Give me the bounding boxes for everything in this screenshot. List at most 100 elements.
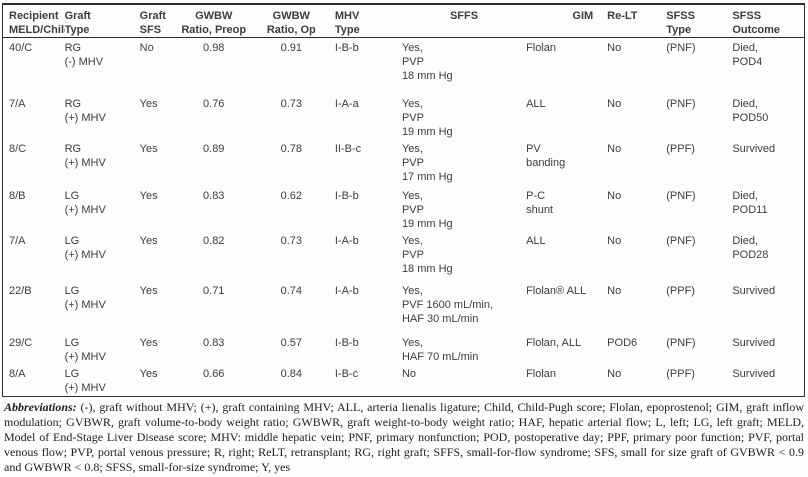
footnote-abbreviations-label: Abbreviations: (4, 400, 77, 414)
table-footnote: Abbreviations: (-), graft without MHV; (… (4, 400, 804, 475)
table-cell: (PPF) (666, 284, 695, 297)
table-cell: II-B-c (334, 142, 362, 155)
header-cell-1: Graft Type (64, 4, 140, 38)
table-cell: (PNF) (666, 189, 696, 202)
footnote-text: (-), graft without MHV; (+), graft conta… (4, 400, 804, 474)
table-row: 8/C RG (+) MHV Yes 0.89 0.78 II-B-c Yes, PVP 1… (3, 139, 805, 186)
table-row: 8/A LG (+) MHV Yes 0.66 0.84 I-B-c No Flolan No (… (3, 364, 805, 397)
table-cell: (PPF) (666, 142, 695, 155)
table-cell: Yes, PVP 17 mm Hg (401, 142, 453, 183)
table-cell: 0.62 (280, 189, 303, 202)
table-row: 40/C RG (-) MHV No 0.98 0.91 I-B-b Yes, PVP 18… (3, 38, 805, 94)
table-cell: Died, POD11 (732, 189, 768, 216)
table-row: 7/A LG (+) MHV Yes 0.82 0.73 I-A-b Yes, PVP 18… (3, 231, 805, 281)
table-cell: Survived (732, 142, 776, 155)
table-cell: I-B-b (334, 336, 359, 349)
table-cell: Yes (139, 284, 158, 297)
table-cell: 22/B (9, 284, 32, 297)
table-cell: (PPF) (666, 367, 695, 380)
table-cell: 0.73 (280, 234, 303, 247)
table-cell: No (139, 42, 154, 54)
header-cell-7: GIM (526, 4, 608, 38)
table-cell: 8/B (9, 189, 26, 202)
table-cell: 0.89 (203, 142, 225, 155)
table-cell: I-B-b (334, 189, 359, 202)
table-cell: LG (+) MHV (64, 336, 106, 363)
table-cell: Survived (732, 367, 776, 380)
header-cell-8: Re-LT (607, 4, 667, 38)
table-cell: Died, POD28 (732, 234, 769, 261)
table-cell: (PNF) (666, 97, 696, 110)
table-cell: I-B-b (334, 42, 359, 54)
table-cell: LG (+) MHV (64, 189, 106, 216)
table-cell: 0.73 (280, 97, 303, 110)
table-cell: (PNF) (666, 234, 696, 247)
table-cell: Yes (139, 367, 158, 380)
table-cell: 0.78 (280, 142, 303, 155)
table-cell: Yes, PVP 18 mm Hg (401, 42, 453, 82)
table-cell: (PNF) (666, 42, 696, 54)
table-cell: Yes (139, 97, 158, 110)
table-cell: 0.71 (203, 284, 225, 297)
table-cell: POD6 (607, 336, 638, 349)
table-row: 8/B LG (+) MHV Yes 0.83 0.62 I-B-b Yes, PVP 19… (3, 186, 805, 231)
table-cell: RG (-) MHV (64, 42, 104, 68)
table-cell: 29/C (9, 336, 33, 349)
table-cell: Flolan (526, 367, 557, 380)
header-cell-4: GWBW Ratio, Op (247, 4, 335, 38)
header-cell-5: MHV Type (334, 4, 402, 38)
table-cell: Flolan (526, 42, 557, 54)
header-cell-6: SFFS (401, 4, 527, 38)
table-cell: Yes (139, 142, 158, 155)
table-cell: I-B-c (334, 367, 359, 380)
table-cell: Yes (139, 189, 158, 202)
table-cell: PV banding (526, 142, 566, 169)
table-row: 7/A RG (+) MHV Yes 0.76 0.73 I-A-a Yes, PVP 19… (3, 94, 805, 139)
table-cell: No (607, 189, 622, 202)
table-cell: Flolan® ALL (526, 284, 587, 297)
table-cell: No (607, 42, 622, 54)
table-cell: 0.91 (280, 42, 303, 54)
table-cell: I-A-b (334, 284, 359, 297)
table-cell: LG (+) MHV (64, 284, 106, 311)
table-cell: P-C shunt (526, 189, 553, 216)
header-cell-0: Recipient MELD/Child (2, 4, 65, 38)
header-cell-10: SFSS Outcome (732, 4, 805, 38)
table-cell: 0.83 (203, 336, 225, 349)
table-cell: I-A-a (334, 97, 359, 110)
table-cell: Yes (139, 234, 158, 247)
header-cell-2: Graft SFS (139, 4, 180, 38)
table-body: 40/C RG (-) MHV No 0.98 0.91 I-B-b Yes, PVP 18… (3, 38, 805, 397)
table-cell: I-A-b (334, 234, 359, 247)
table-cell: 0.98 (203, 42, 225, 54)
table-cell: RG (+) MHV (64, 97, 106, 124)
table-cell: LG (+) MHV (64, 234, 106, 261)
table-cell: No (607, 142, 622, 155)
table-cell: Died, POD4 (732, 42, 763, 68)
table-cell: 8/C (9, 142, 27, 155)
table-cell: 0.66 (203, 367, 225, 380)
table-cell: Yes (139, 336, 158, 349)
table-cell: No (607, 97, 622, 110)
clinical-table: Recipient MELD/Child Graft Type Graft SFS G… (2, 3, 805, 397)
table-cell: 7/A (9, 234, 26, 247)
table-cell: Yes, PVF 1600 mL/min, HAF 30 mL/min (401, 284, 494, 325)
table-cell: 40/C (9, 42, 33, 54)
table-cell: Yes, PVP 18 mm Hg (401, 234, 453, 275)
table-cell: Died, POD50 (732, 97, 769, 124)
table-cell: 0.74 (280, 284, 303, 297)
header-cell-3: GWBW Ratio, Preop (179, 4, 248, 38)
table-cell: 0.82 (203, 234, 225, 247)
table-cell: Survived (732, 284, 776, 297)
table-cell: No (607, 234, 622, 247)
table-cell: Survived (732, 336, 776, 349)
header-row: Recipient MELD/Child Graft Type Graft SFS G… (2, 4, 805, 38)
header-cell-9: SFSS Type (666, 4, 733, 38)
table-row: 22/B LG (+) MHV Yes 0.71 0.74 I-A-b Yes, PVF 1… (3, 281, 805, 333)
table-cell: No (401, 367, 416, 380)
table-cell: ALL (526, 234, 546, 247)
table-cell: (PNF) (666, 336, 696, 349)
table-cell: 0.83 (203, 189, 225, 202)
table-cell: LG (+) MHV (64, 367, 106, 394)
table-cell: 0.84 (280, 367, 303, 380)
